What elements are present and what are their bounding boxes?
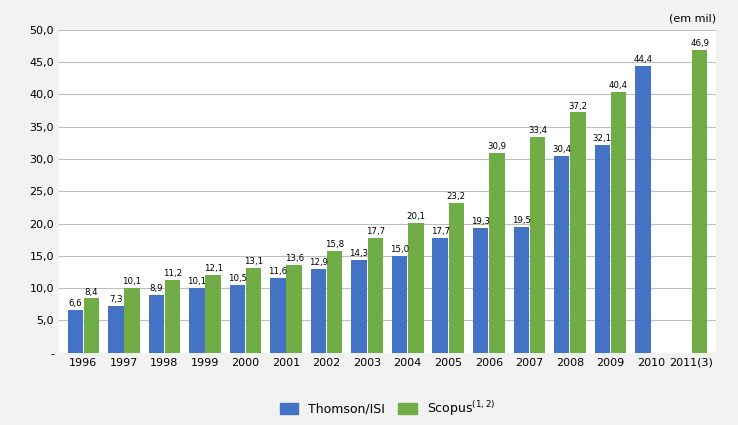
Bar [514, 227, 529, 353]
Text: 33,4: 33,4 [528, 126, 547, 135]
Bar [635, 66, 651, 353]
Bar [611, 92, 627, 353]
Text: 40,4: 40,4 [609, 81, 628, 90]
Text: 19,3: 19,3 [471, 217, 490, 226]
Text: 17,7: 17,7 [366, 227, 384, 236]
Bar [148, 295, 164, 353]
Bar [408, 223, 424, 353]
Bar [473, 228, 489, 353]
Text: 17,7: 17,7 [430, 227, 449, 236]
Text: 30,9: 30,9 [487, 142, 506, 151]
Text: 11,6: 11,6 [269, 267, 288, 276]
Text: 15,8: 15,8 [325, 240, 345, 249]
Text: 15,0: 15,0 [390, 245, 409, 254]
Text: 44,4: 44,4 [633, 55, 652, 64]
Bar [165, 280, 180, 353]
Bar [392, 256, 407, 353]
Bar [554, 156, 570, 353]
Bar [351, 261, 367, 353]
Text: 12,1: 12,1 [204, 264, 223, 273]
Bar [692, 50, 707, 353]
Bar [230, 285, 245, 353]
Bar [84, 298, 99, 353]
Text: 13,6: 13,6 [285, 254, 304, 263]
Text: 13,1: 13,1 [244, 257, 263, 266]
Text: 10,1: 10,1 [123, 277, 142, 286]
Text: 12,9: 12,9 [309, 258, 328, 267]
Text: 14,3: 14,3 [350, 249, 369, 258]
Text: 23,2: 23,2 [446, 192, 466, 201]
Bar [595, 145, 610, 353]
Text: 8,4: 8,4 [85, 288, 98, 297]
Bar [530, 137, 545, 353]
Bar [205, 275, 221, 353]
Bar [489, 153, 505, 353]
Text: 11,2: 11,2 [163, 269, 182, 278]
Text: 10,1: 10,1 [187, 277, 207, 286]
Bar [327, 251, 342, 353]
Bar [189, 287, 204, 353]
Text: 8,9: 8,9 [150, 284, 163, 293]
Bar [108, 306, 123, 353]
Bar [246, 268, 261, 353]
Bar [286, 265, 302, 353]
Text: 19,5: 19,5 [511, 216, 531, 225]
Bar [449, 203, 464, 353]
Bar [270, 278, 286, 353]
Text: 10,5: 10,5 [228, 274, 247, 283]
Text: 32,1: 32,1 [593, 134, 612, 144]
Text: 6,6: 6,6 [69, 299, 82, 308]
Text: 30,4: 30,4 [552, 145, 571, 154]
Bar [368, 238, 383, 353]
Bar [432, 238, 448, 353]
Bar [311, 269, 326, 353]
Text: (em mil): (em mil) [669, 13, 716, 23]
Text: 20,1: 20,1 [406, 212, 425, 221]
Bar [68, 310, 83, 353]
Legend: Thomson/ISI, Scopus$^{(1,2)}$: Thomson/ISI, Scopus$^{(1,2)}$ [280, 399, 495, 417]
Bar [570, 113, 586, 353]
Text: 37,2: 37,2 [568, 102, 587, 111]
Text: 7,3: 7,3 [109, 295, 123, 303]
Text: 46,9: 46,9 [690, 39, 709, 48]
Bar [124, 287, 139, 353]
